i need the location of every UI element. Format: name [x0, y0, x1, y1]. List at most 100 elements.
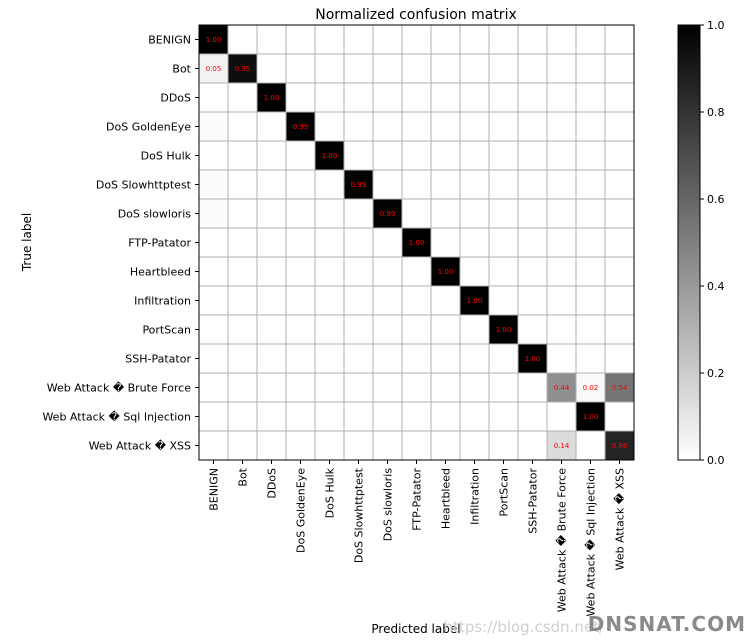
heatmap-cell — [431, 344, 460, 373]
heatmap-cell — [286, 170, 315, 199]
heatmap-cell — [257, 228, 286, 257]
cell-annotation: 0.99 — [351, 181, 367, 189]
heatmap-cell — [402, 344, 431, 373]
heatmap-cell — [257, 54, 286, 83]
watermark-brand: DNSNAT.COM — [587, 612, 746, 636]
heatmap-cell — [576, 286, 605, 315]
heatmap-cell — [315, 402, 344, 431]
y-tick-label: Infiltration — [134, 295, 191, 308]
y-tick-label: DoS Slowhttptest — [96, 179, 192, 192]
y-tick-label: Web Attack � Brute Force — [47, 382, 191, 395]
heatmap-cell — [431, 431, 460, 460]
heatmap-cell — [373, 402, 402, 431]
heatmap-cell — [344, 54, 373, 83]
heatmap-cell — [199, 286, 228, 315]
heatmap-cell — [286, 431, 315, 460]
heatmap-cell — [199, 83, 228, 112]
heatmap-cell — [576, 199, 605, 228]
heatmap-cell — [257, 25, 286, 54]
y-tick-label: Web Attack � XSS — [89, 440, 191, 453]
heatmap-cell — [460, 228, 489, 257]
heatmap-cell — [373, 25, 402, 54]
heatmap-cell — [286, 83, 315, 112]
heatmap-cell — [228, 402, 257, 431]
heatmap-cell — [315, 315, 344, 344]
heatmap-cell — [489, 112, 518, 141]
colorbar-ticks: 0.0 0.2 0.4 0.6 0.8 1.0 — [700, 19, 725, 467]
y-tick-label: DoS slowloris — [118, 208, 192, 221]
heatmap-cell — [576, 344, 605, 373]
heatmap-cell — [199, 402, 228, 431]
heatmap-cell — [576, 170, 605, 199]
heatmap-cell — [402, 199, 431, 228]
heatmap-cell — [199, 228, 228, 257]
heatmap-cell — [605, 402, 634, 431]
heatmap-cell — [518, 25, 547, 54]
heatmap-cell — [489, 373, 518, 402]
heatmap-cells — [199, 25, 634, 460]
x-tick-label: DoS GoldenEye — [295, 468, 308, 553]
heatmap-cell — [257, 315, 286, 344]
heatmap-cell — [402, 112, 431, 141]
heatmap-cell — [257, 257, 286, 286]
cell-annotation: 0.54 — [612, 384, 628, 392]
y-tick-label: SSH-Patator — [125, 353, 191, 366]
heatmap-cell — [286, 112, 315, 141]
heatmap-cell — [460, 373, 489, 402]
heatmap-cell — [373, 228, 402, 257]
heatmap-cell — [402, 54, 431, 83]
heatmap-cell — [286, 286, 315, 315]
heatmap-cell — [547, 315, 576, 344]
heatmap-cell — [547, 228, 576, 257]
heatmap-cell — [344, 199, 373, 228]
heatmap-cell — [547, 112, 576, 141]
heatmap-cell — [228, 170, 257, 199]
heatmap-cell — [344, 170, 373, 199]
heatmap-cell — [547, 257, 576, 286]
y-tick-label: BENIGN — [148, 34, 191, 47]
heatmap-cell — [286, 257, 315, 286]
heatmap-cell — [344, 402, 373, 431]
x-tick-label: Infiltration — [469, 468, 482, 525]
cell-annotation: 1.00 — [206, 36, 222, 44]
heatmap-cell — [605, 83, 634, 112]
y-tick-label: DDoS — [160, 92, 191, 105]
heatmap-cell — [402, 431, 431, 460]
cell-annotation: 0.86 — [612, 442, 628, 450]
heatmap-cell — [257, 141, 286, 170]
y-tick-label: Web Attack � Sql Injection — [42, 411, 191, 424]
heatmap-cell — [576, 228, 605, 257]
heatmap-cell — [489, 25, 518, 54]
heatmap-cell — [257, 170, 286, 199]
heatmap-cell — [547, 402, 576, 431]
heatmap-cell — [228, 199, 257, 228]
cell-annotation: 0.95 — [235, 65, 251, 73]
heatmap-cell — [199, 315, 228, 344]
heatmap-cell — [228, 431, 257, 460]
heatmap-cell — [199, 25, 228, 54]
heatmap-cell — [344, 228, 373, 257]
y-axis-label: True label — [20, 213, 34, 272]
heatmap-cell — [489, 431, 518, 460]
heatmap-cell — [605, 141, 634, 170]
heatmap-cell — [489, 83, 518, 112]
heatmap-cell — [344, 315, 373, 344]
heatmap-cell — [344, 83, 373, 112]
y-tick-label: DoS Hulk — [141, 150, 192, 163]
heatmap-cell — [228, 228, 257, 257]
heatmap-cell — [257, 402, 286, 431]
heatmap-cell — [199, 141, 228, 170]
heatmap-cell — [315, 257, 344, 286]
heatmap-cell — [431, 199, 460, 228]
heatmap-cell — [431, 83, 460, 112]
chart-title: Normalized confusion matrix — [315, 7, 517, 23]
heatmap-cell — [489, 315, 518, 344]
heatmap-cell — [315, 112, 344, 141]
cell-annotation: 0.14 — [554, 442, 570, 450]
heatmap-cell — [547, 373, 576, 402]
heatmap-cell — [460, 431, 489, 460]
heatmap-cell — [402, 141, 431, 170]
heatmap-cell — [199, 431, 228, 460]
heatmap-cell — [257, 83, 286, 112]
x-tick-label: DoS Slowhttptest — [353, 467, 366, 563]
